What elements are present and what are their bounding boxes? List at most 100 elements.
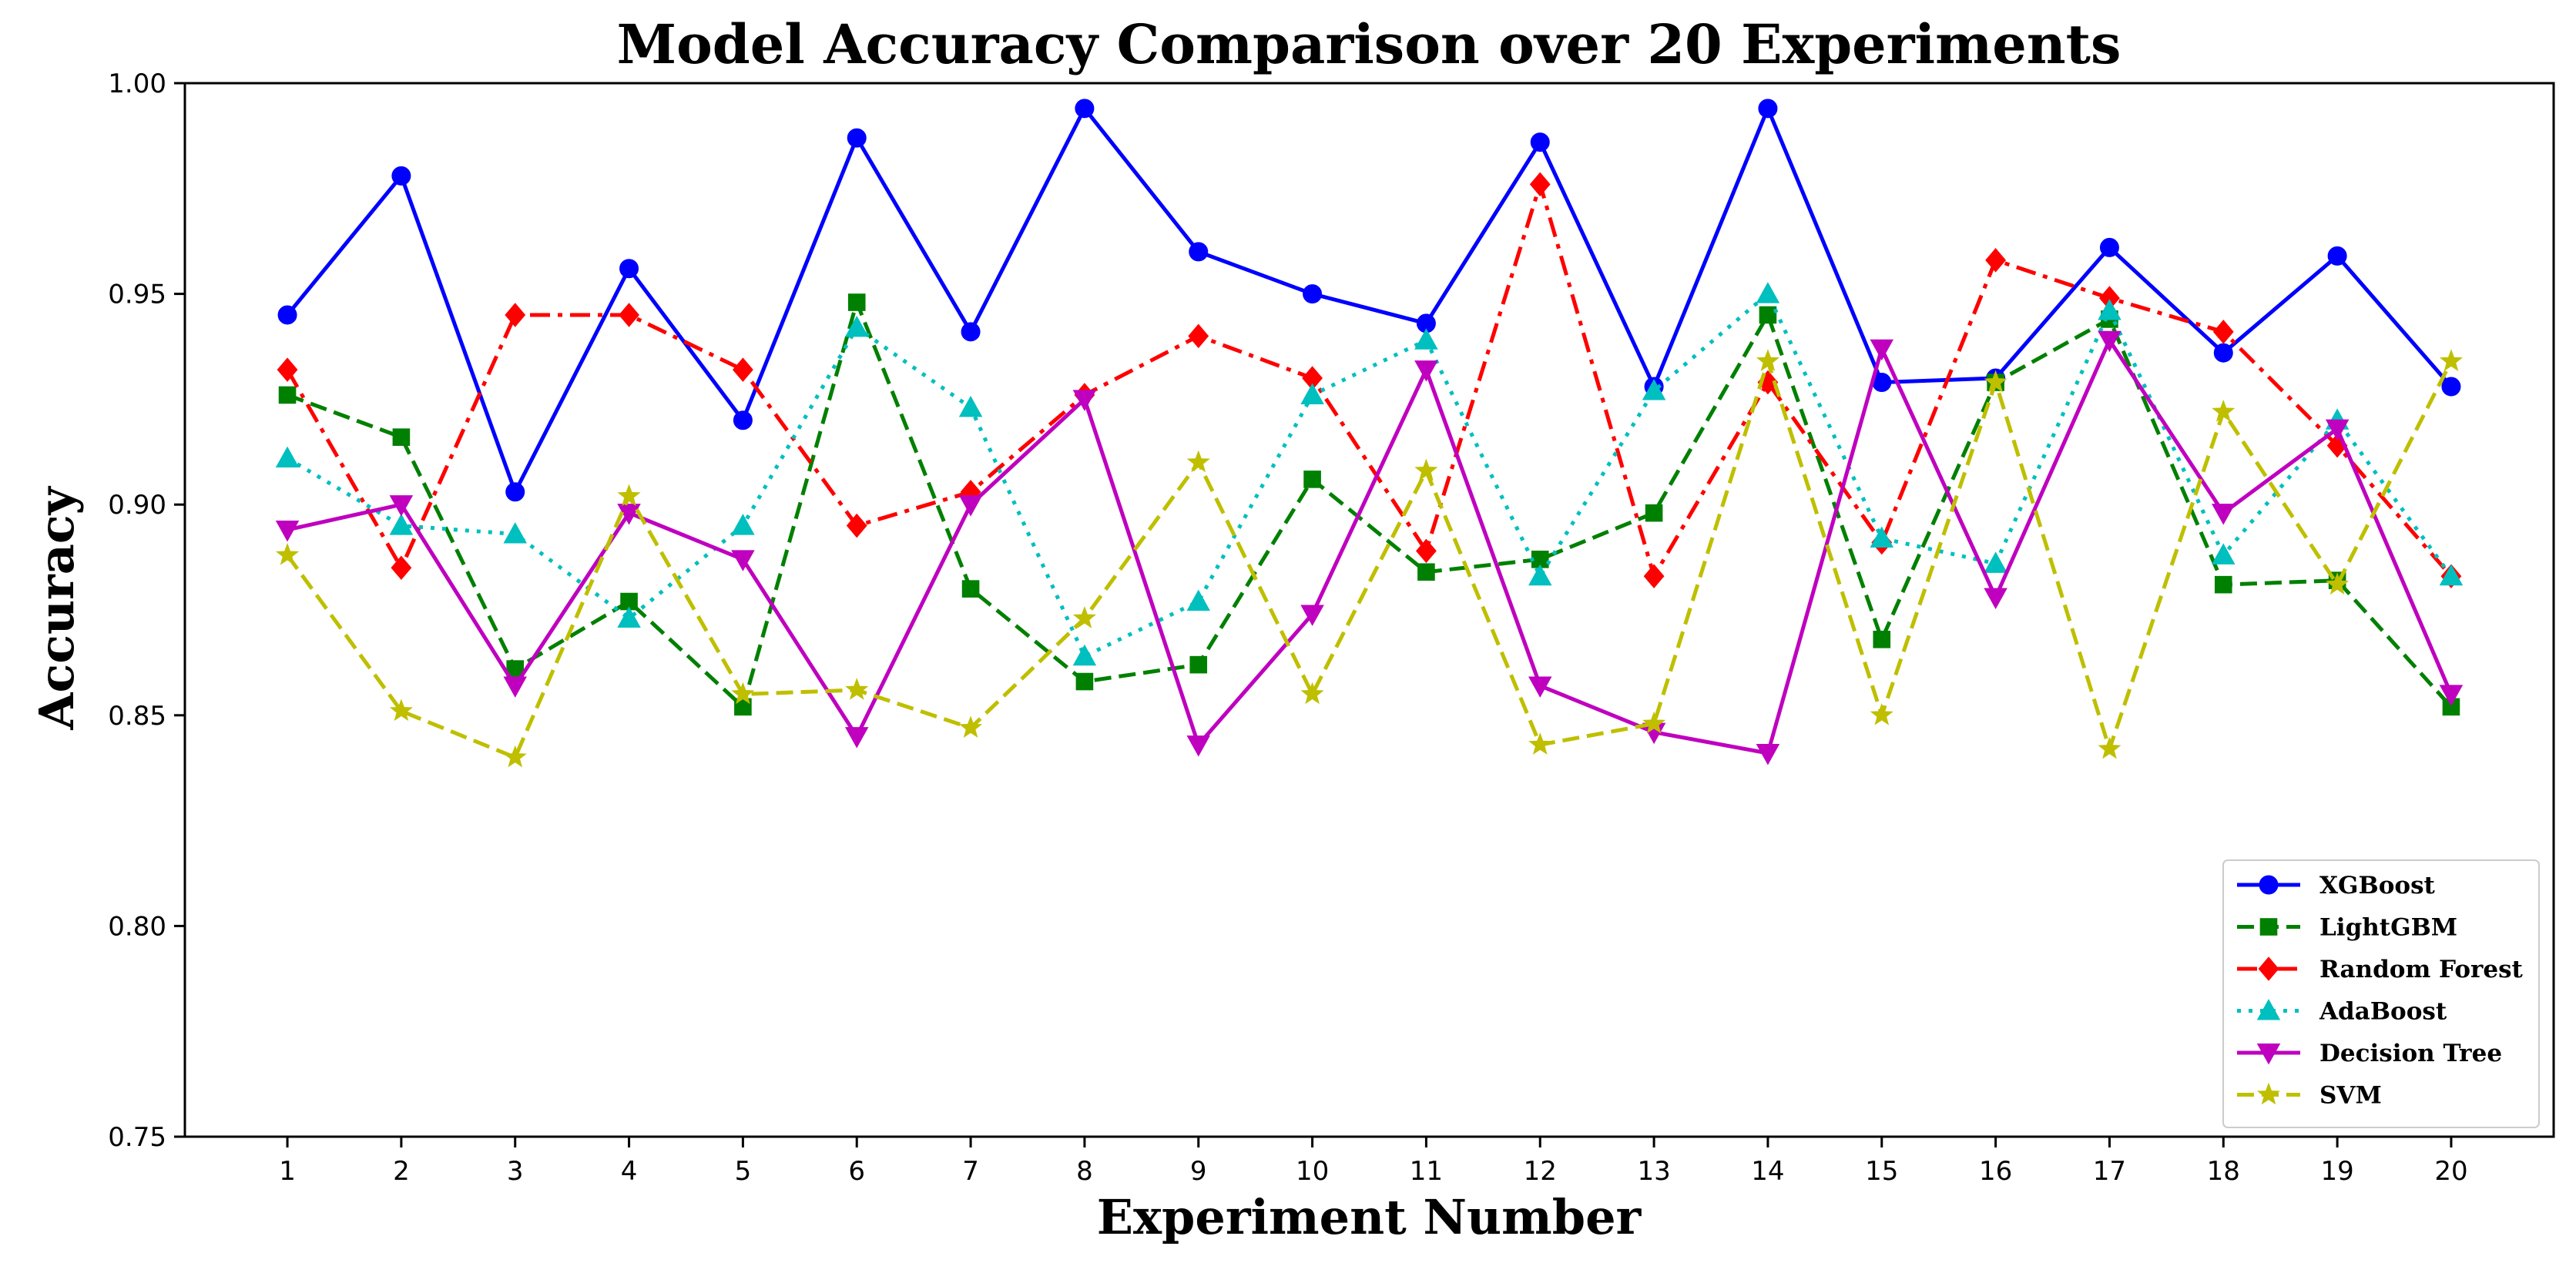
legend-label-random-forest: Random Forest — [2319, 956, 2524, 983]
legend-marker-random-forest — [2258, 956, 2279, 981]
series-svm — [276, 349, 2463, 768]
y-axis-label: Accuracy — [29, 485, 85, 730]
x-tick-label: 7 — [962, 1156, 979, 1187]
x-tick-label: 15 — [1865, 1156, 1898, 1187]
data-point-random-forest — [1188, 323, 1209, 349]
data-point-decision-tree — [1756, 744, 1780, 765]
data-point-svm — [1984, 370, 2007, 393]
x-tick-label: 14 — [1751, 1156, 1784, 1187]
data-point-adaboost — [1072, 644, 1097, 666]
data-point-svm — [1072, 606, 1096, 628]
data-point-lightgbm — [961, 580, 980, 598]
data-point-svm — [845, 678, 869, 700]
data-point-svm — [1528, 732, 1552, 755]
data-point-adaboost — [1414, 328, 1438, 350]
data-point-lightgbm — [1759, 306, 1777, 324]
data-point-adaboost — [2212, 543, 2236, 564]
data-point-svm — [389, 698, 413, 722]
legend-item-random-forest: Random Forest — [2237, 956, 2524, 983]
data-point-svm — [2439, 349, 2463, 371]
data-point-adaboost — [958, 395, 983, 417]
x-tick-label: 12 — [1524, 1156, 1557, 1187]
legend-label-xgboost: XGBoost — [2319, 872, 2436, 899]
x-tick-label: 2 — [393, 1156, 410, 1187]
data-point-svm — [503, 745, 527, 768]
data-point-random-forest — [505, 303, 526, 327]
data-point-adaboost — [1642, 379, 1666, 400]
data-point-svm — [1300, 682, 1324, 705]
series-line-lightgbm — [287, 300, 2453, 709]
data-point-decision-tree — [1300, 605, 1324, 626]
series-adaboost — [275, 282, 2464, 666]
legend-marker-svm — [2256, 1082, 2281, 1105]
y-tick-label: 1.00 — [108, 69, 166, 99]
data-point-svm — [1756, 349, 1779, 371]
data-point-lightgbm — [1303, 471, 1321, 488]
data-point-xgboost — [847, 128, 867, 148]
data-point-svm — [731, 682, 755, 705]
data-point-xgboost — [391, 166, 411, 186]
data-point-adaboost — [503, 522, 527, 544]
data-point-xgboost — [505, 482, 525, 502]
data-point-decision-tree — [1984, 588, 2007, 610]
data-point-decision-tree — [731, 550, 755, 571]
data-point-lightgbm — [1645, 504, 1663, 522]
x-tick-label: 19 — [2320, 1156, 2353, 1187]
data-point-lightgbm — [392, 428, 411, 446]
data-point-xgboost — [2099, 237, 2119, 257]
data-point-adaboost — [1186, 589, 1210, 611]
data-point-svm — [2326, 572, 2350, 595]
x-tick-label: 11 — [1410, 1156, 1443, 1187]
legend-item-adaboost: AdaBoost — [2237, 998, 2447, 1026]
data-point-random-forest — [619, 303, 639, 327]
legend-label-svm: SVM — [2319, 1082, 2382, 1110]
legend-marker-xgboost — [2259, 875, 2279, 895]
data-point-adaboost — [275, 446, 300, 468]
data-point-lightgbm — [847, 293, 866, 311]
data-point-lightgbm — [1417, 563, 1435, 581]
data-point-xgboost — [1303, 284, 1323, 304]
data-point-random-forest — [2212, 320, 2234, 344]
x-tick-label: 18 — [2207, 1156, 2240, 1187]
data-point-adaboost — [2439, 564, 2464, 586]
data-point-decision-tree — [275, 521, 300, 542]
legend: XGBoost LightGBM Random Forest AdaBoost Deci… — [2222, 859, 2540, 1128]
legend-item-lightgbm: LightGBM — [2237, 914, 2457, 942]
data-point-xgboost — [1075, 99, 1095, 119]
data-point-adaboost — [1870, 526, 1894, 548]
data-point-svm — [276, 543, 300, 565]
y-tick-label: 0.80 — [108, 911, 166, 942]
data-point-xgboost — [2213, 343, 2233, 363]
data-point-xgboost — [1530, 132, 1550, 152]
data-point-svm — [2212, 399, 2236, 422]
data-point-xgboost — [1758, 99, 1778, 119]
data-point-decision-tree — [1870, 339, 1894, 361]
legend-marker-decision-tree — [2256, 1043, 2281, 1065]
data-point-decision-tree — [1414, 360, 1438, 382]
x-tick-label: 8 — [1076, 1156, 1093, 1187]
y-tick-label: 0.75 — [108, 1122, 166, 1153]
data-point-decision-tree — [958, 495, 983, 517]
data-point-random-forest — [1985, 248, 2007, 273]
series-line-xgboost — [286, 106, 2453, 494]
x-axis-label: Experiment Number — [1097, 1189, 1642, 1245]
data-point-decision-tree — [1072, 390, 1097, 411]
data-point-random-forest — [391, 555, 412, 581]
series-line-decision-tree — [287, 338, 2454, 755]
x-tick-label: 4 — [621, 1156, 638, 1187]
legend-label-lightgbm: LightGBM — [2319, 914, 2457, 942]
x-tick-label: 6 — [848, 1156, 865, 1187]
data-point-adaboost — [617, 606, 641, 628]
data-point-decision-tree — [844, 727, 869, 749]
legend-item-decision-tree: Decision Tree — [2237, 1040, 2502, 1067]
data-point-adaboost — [1984, 551, 2007, 573]
data-point-decision-tree — [2098, 330, 2122, 353]
data-point-lightgbm — [1075, 672, 1094, 691]
x-tick-label: 13 — [1637, 1156, 1670, 1187]
data-point-xgboost — [619, 259, 639, 279]
data-point-adaboost — [1756, 282, 1780, 303]
data-point-random-forest — [1643, 564, 1665, 588]
data-point-svm — [1642, 711, 1666, 734]
